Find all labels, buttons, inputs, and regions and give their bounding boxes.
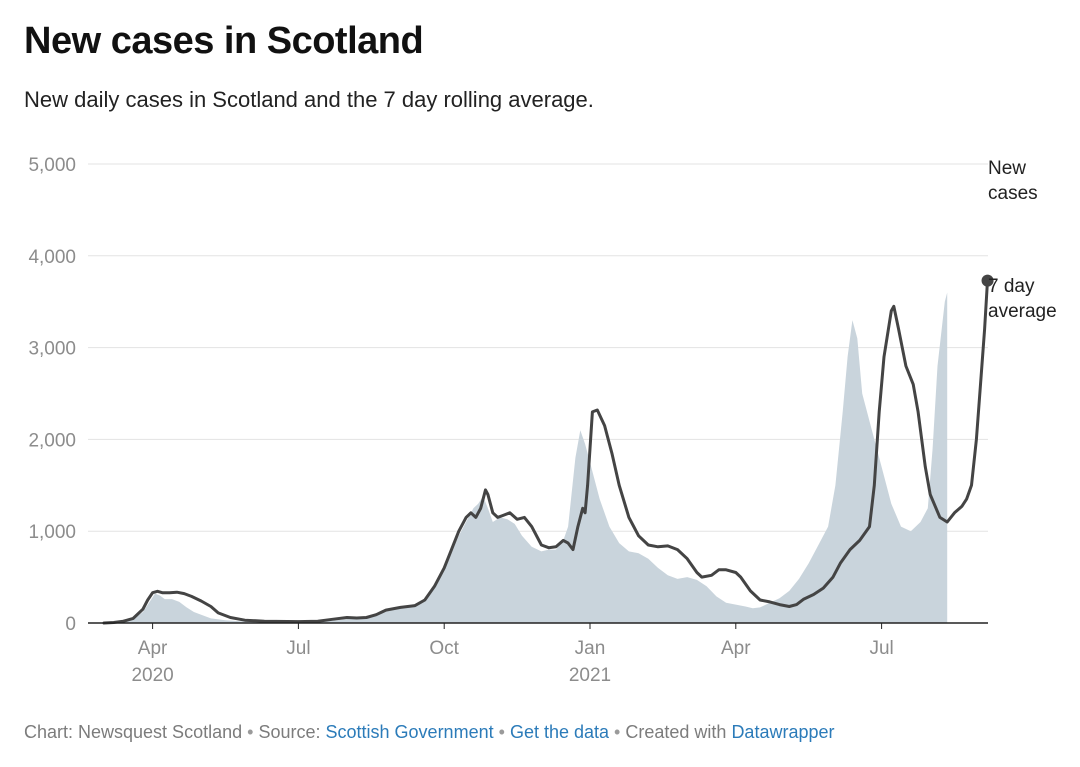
footer: Chart: Newsquest Scotland • Source: Scot…	[24, 722, 835, 743]
chart-subtitle: New daily cases in Scotland and the 7 da…	[24, 87, 594, 112]
x-tick-year-label: 2020	[131, 665, 173, 686]
x-tick-label: Oct	[429, 638, 459, 659]
y-tick-label: 2,000	[28, 430, 76, 451]
new-cases-label: New	[988, 158, 1026, 179]
area-layer	[104, 292, 948, 623]
seven-day-average-label: 7 day	[988, 276, 1035, 297]
label-layer: New cases 7 day average	[988, 158, 1057, 322]
x-tick-label: Jul	[286, 638, 310, 659]
y-tick-label: 1,000	[28, 522, 76, 543]
source-link[interactable]: Scottish Government	[325, 722, 494, 742]
x-tick-year-label: 2021	[569, 665, 611, 686]
get-the-data-link[interactable]: Get the data	[509, 722, 610, 742]
x-tick-label: Apr	[721, 638, 751, 659]
y-tick-label: 3,000	[28, 339, 76, 360]
y-tick-label: 4,000	[28, 247, 76, 268]
chart-credit: Chart: Newsquest Scotland	[24, 722, 243, 742]
seven-day-average-label: average	[988, 301, 1057, 322]
seven-day-average-line	[102, 279, 989, 625]
line-layer	[102, 274, 994, 625]
y-tick-label: 5,000	[28, 155, 76, 176]
axis-layer: 0 1,000 2,000 3,000 4,000 5,000 Apr 2020 Jul Oct J…	[28, 155, 988, 686]
y-tick-label: 0	[65, 614, 76, 635]
footer-separator: •	[498, 722, 505, 742]
x-tick-label: Jul	[869, 638, 893, 659]
footer-separator: •	[614, 722, 621, 742]
x-tick-label: Jan	[575, 638, 606, 659]
new-cases-area	[104, 292, 948, 623]
new-cases-label: cases	[988, 183, 1038, 204]
gridlines	[88, 163, 988, 532]
datawrapper-link[interactable]: Datawrapper	[731, 722, 835, 742]
created-prefix: Created with	[625, 722, 727, 742]
footer-separator: •	[247, 722, 254, 742]
source-prefix: Source:	[258, 722, 321, 742]
chart-title: New cases in Scotland	[24, 20, 424, 62]
x-tick-label: Apr	[138, 638, 168, 659]
seven-day-average-endpoint	[981, 274, 994, 287]
